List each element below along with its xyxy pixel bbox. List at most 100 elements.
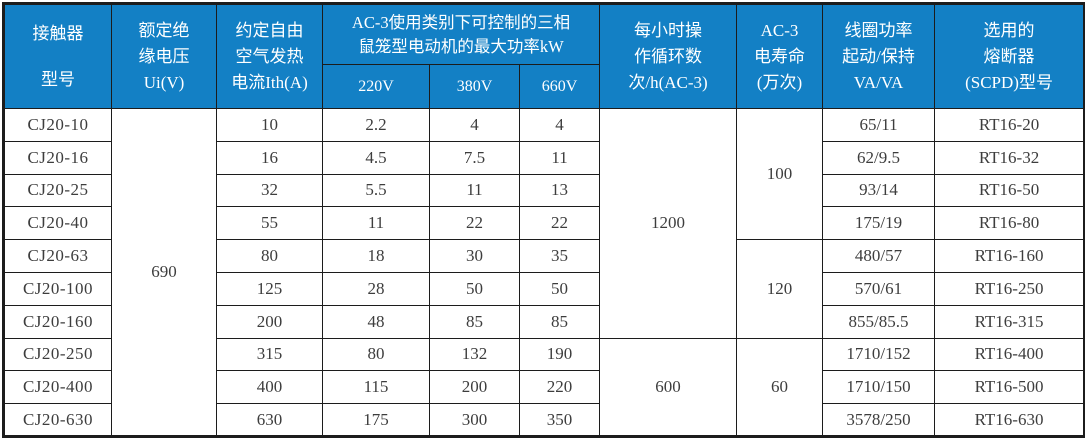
- cell-fuse: RT16-20: [934, 108, 1085, 142]
- cell-kw-660: 35: [518, 239, 601, 273]
- header-max-power-group: AC-3使用类别下可控制的三相 鼠笼型电动机的最大功率kW: [321, 3, 601, 65]
- cell-fuse: RT16-80: [934, 206, 1085, 241]
- cell-kw-660: 11: [518, 140, 601, 175]
- cell-model: CJ20-630: [3, 403, 112, 437]
- cell-kw-220: 11: [322, 206, 430, 241]
- table-row: CJ20-63 80 18 30 35 120 480/57 RT16-160: [3, 239, 1085, 339]
- cell-kw-380: 11: [429, 173, 520, 208]
- cell-kw-220: 18: [322, 239, 430, 273]
- table-row: CJ20-160 200 48 85 85 855/85.5 RT16-315: [3, 304, 1085, 339]
- cell-kw-380: 200: [429, 370, 520, 405]
- cell-kw-220: 4.5: [322, 140, 430, 175]
- cell-kw-220: 115: [322, 370, 430, 405]
- cell-kw-380: 4: [429, 108, 520, 142]
- cell-model: CJ20-160: [3, 304, 112, 339]
- cell-kw-380: 300: [429, 403, 520, 437]
- cell-life: 120: [736, 239, 824, 339]
- cell-fuse: RT16-160: [934, 239, 1085, 273]
- cell-kw-660: 220: [518, 370, 601, 405]
- cell-insulation-voltage: 690: [111, 108, 217, 437]
- cell-coil-power: 1710/152: [822, 337, 936, 372]
- cell-thermal-current: 80: [216, 239, 323, 273]
- cell-fuse: RT16-500: [934, 370, 1085, 405]
- cell-coil-power: 62/9.5: [822, 140, 936, 175]
- cell-coil-power: 480/57: [822, 239, 936, 273]
- cell-fuse: RT16-50: [934, 173, 1085, 208]
- cell-thermal-current: 630: [216, 403, 323, 437]
- cell-model: CJ20-63: [3, 239, 112, 273]
- table-row: CJ20-630 630 175 300 350 3578/250 RT16-6…: [3, 403, 1085, 437]
- cell-life: 100: [736, 107, 824, 241]
- cell-coil-power: 855/85.5: [822, 304, 936, 339]
- table-body: CJ20-10 690 10 2.2 4 4 1200 100 65/11 RT…: [3, 107, 1085, 438]
- header-220v: 220V: [322, 64, 430, 109]
- table-row: CJ20-250 315 80 132 190 600 60 1710/152 …: [3, 337, 1085, 438]
- cell-model: CJ20-25: [3, 173, 112, 208]
- cell-fuse: RT16-400: [934, 337, 1085, 372]
- cell-thermal-current: 315: [216, 337, 323, 372]
- header-380v: 380V: [429, 64, 520, 109]
- cell-coil-power: 1710/150: [822, 370, 936, 405]
- header-operating-cycles: 每小时操 作循环数 次/h(AC-3): [599, 3, 738, 109]
- table-header: 接触器 型号 额定绝 缘电压 Ui(V) 约定自由 空气发热 电流Ith(A) …: [3, 3, 1085, 109]
- table-row: CJ20-100 125 28 50 50 570/61 RT16-250: [3, 271, 1085, 306]
- table-row: CJ20-16 16 4.5 7.5 11 62/9.5 RT16-32: [3, 140, 1085, 175]
- cell-model: CJ20-40: [3, 206, 112, 241]
- cell-thermal-current: 55: [216, 206, 323, 241]
- table-row: CJ20-40 55 11 22 22 175/19 RT16-80: [3, 206, 1085, 241]
- cell-thermal-current: 32: [216, 173, 323, 208]
- cell-coil-power: 570/61: [822, 271, 936, 306]
- cell-model: CJ20-10: [3, 108, 112, 142]
- cell-fuse: RT16-315: [934, 304, 1085, 339]
- cell-kw-660: 4: [518, 108, 601, 142]
- header-thermal-current: 约定自由 空气发热 电流Ith(A): [216, 3, 323, 109]
- header-contactor-model: 接触器 型号: [3, 3, 112, 109]
- cell-thermal-current: 10: [216, 108, 323, 142]
- cell-kw-220: 80: [322, 337, 430, 372]
- cell-thermal-current: 400: [216, 370, 323, 405]
- cell-fuse: RT16-630: [934, 403, 1085, 437]
- cell-coil-power: 175/19: [822, 206, 936, 241]
- cell-kw-660: 350: [518, 403, 601, 437]
- cell-coil-power: 93/14: [822, 173, 936, 208]
- cell-kw-660: 22: [518, 206, 601, 241]
- table-row: CJ20-25 32 5.5 11 13 93/14 RT16-50: [3, 173, 1085, 208]
- cell-kw-380: 85: [429, 304, 520, 339]
- cell-kw-220: 48: [322, 304, 430, 339]
- header-row-top: 接触器 型号 额定绝 缘电压 Ui(V) 约定自由 空气发热 电流Ith(A) …: [3, 3, 1085, 109]
- cell-cycles: 600: [599, 337, 738, 438]
- cell-model: CJ20-250: [3, 337, 112, 372]
- header-660v: 660V: [518, 64, 601, 109]
- cell-kw-660: 85: [518, 304, 601, 339]
- table-row: CJ20-10 690 10 2.2 4 4 1200 100 65/11 RT…: [3, 107, 1085, 437]
- cell-kw-380: 50: [429, 271, 520, 306]
- cell-fuse: RT16-32: [934, 140, 1085, 175]
- cell-kw-380: 22: [429, 206, 520, 241]
- cell-coil-power: 3578/250: [822, 403, 936, 437]
- cell-kw-220: 2.2: [322, 108, 430, 142]
- cell-thermal-current: 200: [216, 304, 323, 339]
- cell-model: CJ20-400: [3, 370, 112, 405]
- cell-kw-220: 28: [322, 271, 430, 306]
- cell-cycles: 1200: [599, 108, 738, 339]
- cell-thermal-current: 125: [216, 271, 323, 306]
- cell-kw-660: 13: [518, 173, 601, 208]
- table-row: CJ20-400 400 115 200 220 1710/150 RT16-5…: [3, 370, 1085, 405]
- header-row-voltages: 220V 380V 660V: [4, 64, 1085, 109]
- cell-kw-220: 175: [322, 403, 430, 437]
- cell-kw-380: 7.5: [429, 140, 520, 175]
- cell-fuse: RT16-250: [934, 271, 1085, 306]
- cell-life: 60: [736, 337, 824, 438]
- cell-kw-660: 50: [518, 271, 601, 306]
- header-fuse-type: 选用的 熔断器 (SCPD)型号: [934, 3, 1085, 109]
- cell-kw-660: 190: [518, 337, 601, 372]
- cell-model: CJ20-100: [3, 271, 112, 306]
- cell-thermal-current: 16: [216, 140, 323, 175]
- cell-kw-220: 5.5: [322, 173, 430, 208]
- cell-model: CJ20-16: [3, 140, 112, 175]
- header-coil-power: 线圈功率 起动/保持 VA/VA: [822, 3, 936, 109]
- header-electrical-life: AC-3 电寿命 (万次): [736, 3, 824, 109]
- cell-kw-380: 30: [429, 239, 520, 273]
- cell-kw-380: 132: [429, 337, 520, 372]
